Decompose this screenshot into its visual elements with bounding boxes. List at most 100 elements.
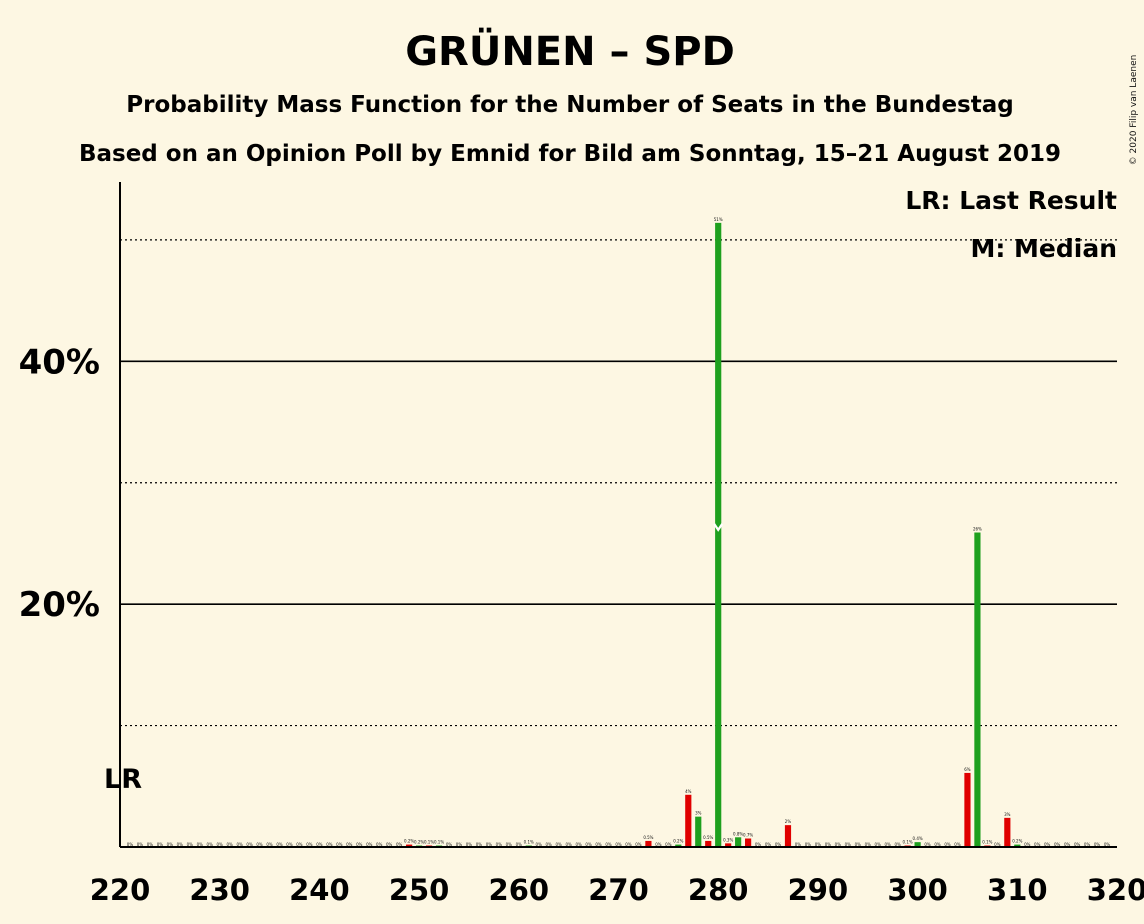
bar-label-zero: 0% [954,842,961,847]
chart-subtitle: Probability Mass Function for the Number… [126,92,1013,118]
x-tick-label: 290 [788,873,849,907]
bar-label-zero: 0% [546,842,553,847]
last-result-marker: LR [104,764,142,795]
bar-label-zero: 0% [894,842,901,847]
bar-279 [705,840,712,847]
bar-300 [914,842,921,847]
bar-label-zero: 0% [226,842,233,847]
bar-label-zero: 0% [246,842,253,847]
bar-label-zero: 0% [276,842,283,847]
bar-label-zero: 0% [1054,842,1061,847]
bar-label-zero: 0% [865,842,872,847]
bar-label-zero: 0% [356,842,363,847]
gridlines [120,239,1117,727]
bar-label-zero: 0% [316,842,323,847]
axes [119,182,1117,848]
bar-label-zero: 0% [187,842,194,847]
bar-label-zero: 0% [595,842,602,847]
bar-label-249: 0.2% [404,839,414,844]
y-tick-labels: 20% 40% [19,342,100,625]
bar-label-zero: 0% [396,842,403,847]
bar-label-305: 6% [964,767,971,772]
bar-281 [725,843,732,847]
bar-label-zero: 0% [296,842,303,847]
bar-310 [1014,844,1021,847]
bar-label-283: 0.7% [743,833,753,838]
bar-label-zero: 0% [266,842,273,847]
bar-label-zero: 0% [845,842,852,847]
bar-273 [645,840,652,847]
bar-label-zero: 0% [625,842,632,847]
bar-label-zero: 0% [256,842,263,847]
bar-label-zero: 0% [924,842,931,847]
bar-label-306: 26% [973,527,982,532]
bar-label-279: 0.5% [703,835,713,840]
bar-label-zero: 0% [326,842,333,847]
bar-282 [735,837,742,847]
bar-label-zero: 0% [516,842,523,847]
bar-label-zero: 0% [835,842,842,847]
bar-label-276: 0.2% [673,839,683,844]
bar-label-zero: 0% [605,842,612,847]
bar-label-zero: 0% [994,842,1001,847]
legend-median: M: Median [970,234,1117,263]
bar-label-zero: 0% [137,842,144,847]
x-tick-label: 220 [90,873,151,907]
bar-label-zero: 0% [236,842,243,847]
bar-287 [784,825,792,847]
bar-label-zero: 0% [875,842,882,847]
bar-label-zero: 0% [1084,842,1091,847]
bar-label-261: 0.1% [524,840,534,845]
x-tick-label: 230 [189,873,250,907]
legend-last-result: LR: Last Result [905,186,1117,215]
bar-label-281: 0.3% [723,837,733,842]
bar-label-zero: 0% [496,842,503,847]
bar-label-287: 2% [785,819,792,824]
bar-label-310: 0.2% [1012,839,1022,844]
bar-label-282: 0.8% [733,831,743,836]
bar-label-zero: 0% [655,842,662,847]
bar-label-zero: 0% [386,842,393,847]
bar-label-zero: 0% [476,842,483,847]
bar-label-zero: 0% [207,842,214,847]
bar-label-zero: 0% [1074,842,1081,847]
bar-label-zero: 0% [805,842,812,847]
bar-label-zero: 0% [446,842,453,847]
bar-label-zero: 0% [825,842,832,847]
x-tick-label: 320 [1087,873,1144,907]
bar-306 [974,532,981,847]
bar-label-zero: 0% [486,842,493,847]
x-tick-labels: 220 230 240 250 260 270 280 290 300 310 320 [90,873,1144,907]
bar-label-zero: 0% [336,842,343,847]
bar-label-zero: 0% [1094,842,1101,847]
bar-label-zero: 0% [615,842,622,847]
bar-label-zero: 0% [127,842,134,847]
x-tick-label: 280 [688,873,749,907]
x-tick-label: 300 [887,873,948,907]
bar-283 [745,838,752,847]
bar-label-309: 3% [1004,812,1011,817]
bar-label-zero: 0% [1024,842,1031,847]
data-labels: 0% 0% 0% 0% 0% 0% 0% 0% 0% 0% 0% 0% 0% 0% 0% 0% 0% 0% 0% 0%… [127,217,1111,847]
x-tick-label: 260 [489,873,550,907]
bar-label-zero: 0% [376,842,383,847]
x-tick-label: 250 [389,873,450,907]
bar-label-zero: 0% [536,842,543,847]
bar-label-zero: 0% [755,842,762,847]
bar-label-zero: 0% [466,842,473,847]
bar-label-280: 51% [714,217,723,222]
bar-label-zero: 0% [506,842,513,847]
x-tick-label: 270 [588,873,649,907]
bar-label-zero: 0% [635,842,642,847]
bar-label-zero: 0% [795,842,802,847]
bar-label-zero: 0% [157,842,164,847]
bar-label-zero: 0% [575,842,582,847]
bar-label-zero: 0% [815,842,822,847]
x-tick-label: 310 [987,873,1048,907]
bar-label-zero: 0% [147,842,154,847]
chart-subtitle-source: Based on an Opinion Poll by Emnid for Bi… [79,141,1061,167]
bar-label-zero: 0% [944,842,951,847]
chart-title: GRÜNEN – SPD [405,27,735,75]
bar-label-zero: 0% [177,842,184,847]
